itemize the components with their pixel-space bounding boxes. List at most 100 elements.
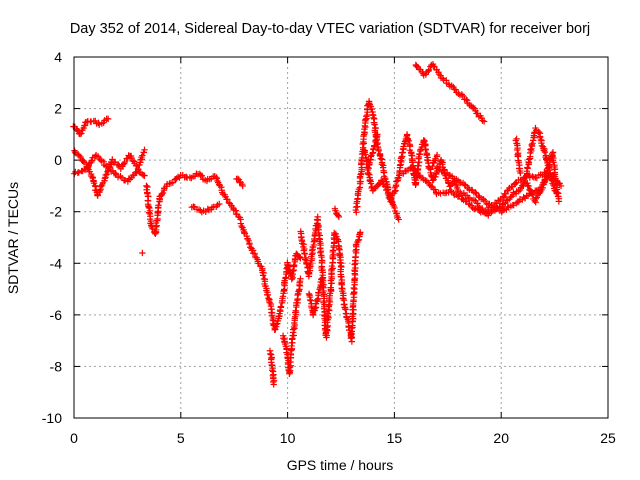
data-point bbox=[331, 229, 338, 237]
data-point bbox=[104, 115, 112, 123]
data-point bbox=[474, 200, 481, 207]
data-point bbox=[512, 137, 519, 144]
data-point bbox=[264, 291, 272, 299]
x-axis-label: GPS time / hours bbox=[287, 457, 394, 473]
data-point bbox=[350, 284, 357, 292]
data-point bbox=[141, 172, 148, 179]
data-point bbox=[441, 190, 449, 197]
data-point bbox=[429, 177, 436, 184]
data-point bbox=[431, 186, 439, 193]
data-point bbox=[499, 201, 506, 208]
data-point bbox=[515, 188, 522, 195]
data-point bbox=[488, 208, 495, 216]
data-point bbox=[298, 240, 306, 247]
data-point bbox=[102, 171, 109, 179]
data-point bbox=[517, 169, 524, 177]
data-point bbox=[132, 170, 139, 177]
x-tick-label: 25 bbox=[600, 430, 616, 446]
data-point bbox=[377, 155, 385, 162]
data-point bbox=[290, 332, 298, 339]
data-point bbox=[461, 181, 468, 188]
data-point bbox=[489, 204, 497, 211]
data-point bbox=[297, 254, 304, 262]
data-point bbox=[480, 118, 488, 125]
grid-lines bbox=[74, 57, 608, 418]
data-point bbox=[375, 180, 383, 188]
data-point bbox=[452, 181, 460, 188]
data-point bbox=[328, 262, 336, 270]
data-point bbox=[284, 262, 291, 269]
data-point bbox=[413, 62, 420, 70]
data-point bbox=[234, 175, 242, 182]
data-point bbox=[144, 183, 151, 191]
plot-frame bbox=[73, 56, 609, 419]
data-point bbox=[145, 209, 153, 216]
y-tick-label: -4 bbox=[50, 255, 63, 271]
data-point bbox=[325, 314, 332, 321]
data-point bbox=[525, 182, 532, 190]
data-point bbox=[499, 194, 507, 201]
data-point bbox=[357, 229, 364, 236]
data-point bbox=[336, 259, 344, 266]
data-point bbox=[198, 172, 206, 179]
data-point bbox=[327, 284, 334, 291]
data-point bbox=[367, 180, 375, 187]
data-point bbox=[125, 175, 133, 182]
data-point bbox=[75, 152, 83, 159]
data-point bbox=[374, 131, 381, 138]
data-point bbox=[528, 190, 536, 198]
data-point bbox=[454, 193, 462, 200]
data-point bbox=[403, 132, 411, 139]
y-tick-label: -10 bbox=[42, 410, 62, 426]
data-point bbox=[77, 153, 84, 161]
x-tick-label: 5 bbox=[177, 430, 185, 446]
data-point bbox=[366, 177, 373, 184]
y-axis-label: SDTVAR / TECUs bbox=[5, 182, 21, 294]
data-point bbox=[239, 182, 246, 190]
data-point bbox=[246, 240, 253, 248]
data-point bbox=[141, 146, 148, 154]
data-point bbox=[543, 156, 550, 163]
y-tick-label: 4 bbox=[54, 49, 62, 65]
y-tick-label: -8 bbox=[50, 358, 63, 374]
data-point bbox=[303, 260, 310, 268]
x-tick-label: 15 bbox=[387, 430, 403, 446]
data-point bbox=[269, 367, 276, 374]
data-point bbox=[546, 170, 553, 177]
data-point bbox=[529, 140, 536, 147]
data-point bbox=[300, 247, 307, 254]
data-point bbox=[267, 350, 274, 358]
data-point bbox=[429, 162, 436, 170]
data-point bbox=[362, 116, 369, 123]
data-point bbox=[385, 188, 392, 196]
data-point bbox=[159, 189, 167, 197]
data-point bbox=[482, 197, 489, 205]
data-point bbox=[379, 178, 386, 185]
data-point bbox=[438, 158, 445, 165]
data-point bbox=[270, 381, 277, 388]
data-point bbox=[407, 165, 414, 172]
data-point bbox=[414, 162, 421, 169]
data-point bbox=[280, 335, 287, 342]
data-point bbox=[396, 162, 404, 169]
data-point bbox=[158, 191, 165, 198]
data-point bbox=[296, 253, 303, 261]
data-point bbox=[363, 113, 370, 120]
data-point bbox=[405, 137, 413, 145]
data-point bbox=[430, 62, 437, 70]
data-point bbox=[425, 66, 433, 74]
data-point bbox=[301, 256, 309, 263]
x-tick-label: 0 bbox=[70, 430, 78, 446]
data-point bbox=[404, 136, 412, 143]
data-point bbox=[553, 190, 560, 197]
data-point bbox=[375, 147, 382, 154]
data-point bbox=[462, 96, 470, 103]
data-point bbox=[395, 216, 402, 223]
data-point bbox=[550, 181, 557, 189]
data-point bbox=[266, 299, 273, 306]
y-tick-label: -2 bbox=[50, 204, 63, 220]
data-point bbox=[128, 154, 135, 162]
data-point bbox=[371, 142, 378, 149]
data-point bbox=[416, 150, 423, 158]
